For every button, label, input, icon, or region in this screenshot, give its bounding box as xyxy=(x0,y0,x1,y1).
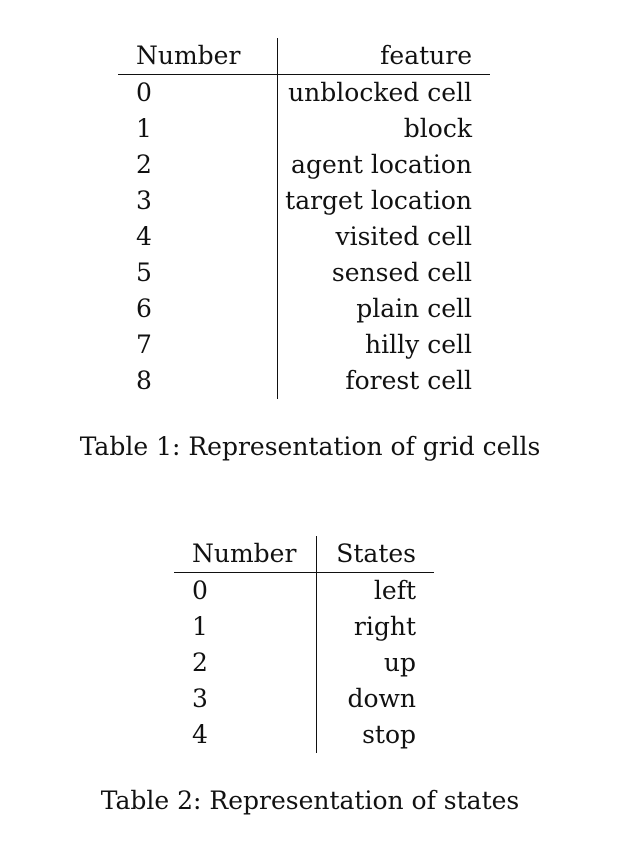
table-row: 3 target location xyxy=(118,183,490,219)
label-cell: down xyxy=(347,684,416,713)
label-cell: up xyxy=(383,648,416,677)
number-cell: 4 xyxy=(118,219,278,255)
table-row: 0 unblocked cell xyxy=(118,74,490,111)
table-row: 5 sensed cell xyxy=(118,255,490,291)
table-row: 7 hilly cell xyxy=(118,327,490,363)
table-row: 6 plain cell xyxy=(118,291,490,327)
table-header-row: Number States xyxy=(174,536,434,573)
table-row: 8 forest cell xyxy=(118,363,490,399)
label-cell: sensed cell xyxy=(331,258,472,287)
table-caption: Table 2: Representation of states xyxy=(100,786,520,815)
grid-cells-table: Number feature 0 unblocked cell 1 block 2 age… xyxy=(118,38,490,399)
number-cell: 5 xyxy=(118,255,278,291)
label-cell: unblocked cell xyxy=(288,78,472,107)
label-cell: plain cell xyxy=(356,294,472,323)
table-body: 0 left 1 right 2 up 3 down 4 stop xyxy=(174,572,434,753)
table-row: 2 up xyxy=(174,645,434,681)
label-cell: left xyxy=(373,576,416,605)
label-cell: forest cell xyxy=(345,366,472,395)
label-cell: hilly cell xyxy=(365,330,472,359)
label-cell: agent location xyxy=(291,150,472,179)
table-header-row: Number feature xyxy=(118,38,490,75)
label-cell: stop xyxy=(362,720,416,749)
label-cell: visited cell xyxy=(335,222,472,251)
table-caption: Table 1: Representation of grid cells xyxy=(79,432,541,461)
number-cell: 6 xyxy=(118,291,278,327)
label-cell: right xyxy=(353,612,416,641)
number-cell: 3 xyxy=(118,183,278,219)
number-cell: 3 xyxy=(174,681,317,717)
table-row: 2 agent location xyxy=(118,147,490,183)
number-cell: 0 xyxy=(118,74,278,111)
number-cell: 0 xyxy=(174,572,317,609)
number-cell: 1 xyxy=(118,111,278,147)
number-cell: 2 xyxy=(118,147,278,183)
table-row: 3 down xyxy=(174,681,434,717)
column-header-feature: feature xyxy=(277,38,490,75)
table-body: 0 unblocked cell 1 block 2 agent location 3 tar… xyxy=(118,74,490,399)
column-header-states: States xyxy=(316,536,434,573)
number-cell: 7 xyxy=(118,327,278,363)
column-header-number: Number xyxy=(118,38,278,75)
label-cell: target location xyxy=(285,186,472,215)
number-cell: 4 xyxy=(174,717,317,753)
table-row: 4 visited cell xyxy=(118,219,490,255)
number-cell: 2 xyxy=(174,645,317,681)
column-header-number: Number xyxy=(174,536,317,573)
number-cell: 1 xyxy=(174,609,317,645)
label-cell: block xyxy=(403,114,472,143)
table-row: 1 block xyxy=(118,111,490,147)
table-row: 1 right xyxy=(174,609,434,645)
states-table: Number States 0 left 1 right 2 up 3 down 4 stop xyxy=(174,536,434,753)
table-row: 0 left xyxy=(174,572,434,609)
number-cell: 8 xyxy=(118,363,278,399)
table-row: 4 stop xyxy=(174,717,434,753)
